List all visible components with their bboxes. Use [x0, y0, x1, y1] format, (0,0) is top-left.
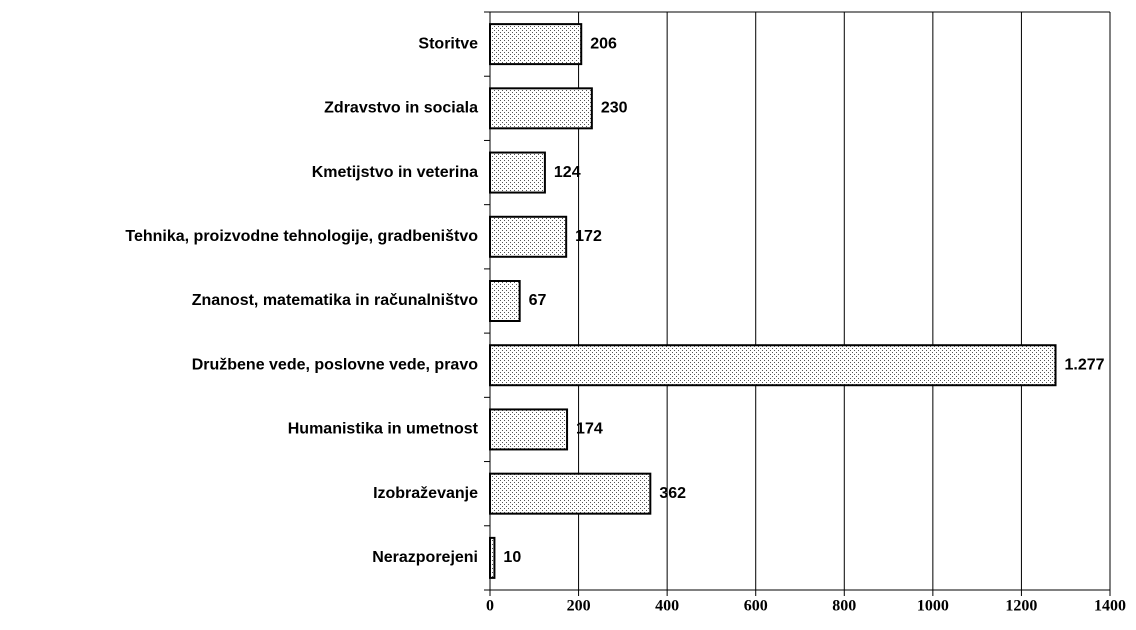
- x-tick-label: 1000: [917, 598, 949, 615]
- value-label: 174: [576, 421, 603, 438]
- y-tick-label: Tehnika, proizvodne tehnologije, gradben…: [125, 228, 478, 245]
- value-label: 230: [601, 100, 628, 117]
- bar: [489, 215, 568, 258]
- x-tick-label: 600: [744, 598, 768, 615]
- x-tick-label: 200: [567, 598, 591, 615]
- value-label: 124: [554, 164, 581, 181]
- bar: [489, 151, 546, 194]
- bar: [489, 408, 569, 451]
- y-tick-label: Storitve: [418, 35, 478, 52]
- y-tick-label: Kmetijstvo in veterina: [312, 164, 478, 181]
- value-label: 67: [529, 292, 547, 309]
- y-tick-label: Zdravstvo in sociala: [324, 100, 478, 117]
- value-label: 172: [575, 228, 602, 245]
- bar: [489, 280, 521, 322]
- y-tick-label: Humanistika in umetnost: [288, 421, 479, 438]
- x-tick-label: 1200: [1005, 598, 1037, 615]
- x-tick-label: 800: [832, 598, 856, 615]
- y-tick-label: Družbene vede, poslovne vede, pravo: [192, 356, 479, 373]
- bar: [489, 344, 1057, 387]
- y-tick-label: Izobraževanje: [373, 485, 478, 502]
- bar: [489, 87, 593, 130]
- x-tick-label: 1400: [1094, 598, 1126, 615]
- value-label: 362: [659, 485, 686, 502]
- value-label: 10: [503, 549, 521, 566]
- y-tick-label: Nerazporejeni: [372, 549, 478, 566]
- value-label: 206: [590, 35, 617, 52]
- x-tick-label: 0: [486, 598, 494, 615]
- x-tick-label: 400: [655, 598, 679, 615]
- bar: [489, 536, 496, 579]
- y-tick-label: Znanost, matematika in računalništvo: [192, 292, 479, 309]
- value-label: 1.277: [1065, 356, 1105, 373]
- bar: [489, 472, 652, 515]
- bar: [489, 23, 583, 66]
